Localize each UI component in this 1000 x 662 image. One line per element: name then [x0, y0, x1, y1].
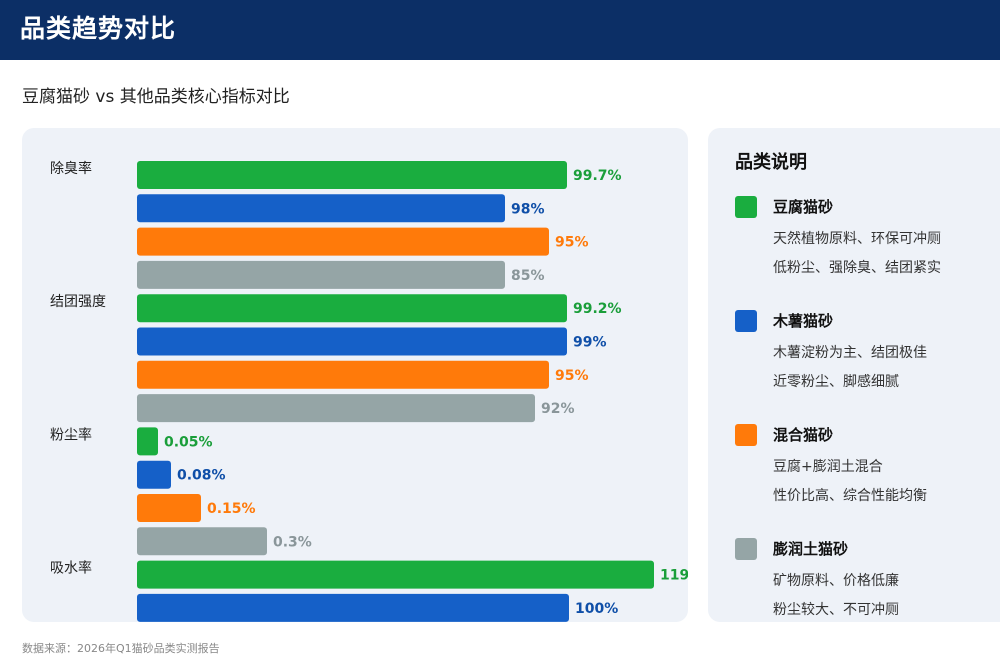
bar	[137, 527, 267, 556]
category-label: 吸水率	[50, 560, 92, 577]
chart-card: 除臭率 99.7% 98% 95% 85% 结团强度 99.2% 99% 95% 92% 粉尘率 0.…	[22, 128, 688, 622]
bar-chart: 除臭率 99.7% 98% 95% 85% 结团强度 99.2% 99% 95% 92% 粉尘率 0.…	[50, 160, 688, 622]
bar	[137, 294, 567, 323]
data-label: 99.7%	[573, 168, 622, 184]
legend-item-desc: 豆腐+膨润土混合	[773, 459, 883, 475]
bar	[137, 260, 505, 289]
data-label: 95%	[555, 235, 589, 251]
legend-item-desc: 粉尘较大、不可冲厕	[773, 602, 899, 618]
bar	[137, 227, 549, 256]
data-source-note: 数据来源：2026年Q1猫砂品类实测报告	[22, 642, 220, 655]
bar	[137, 560, 654, 589]
bar	[137, 427, 158, 456]
legend-title: 品类说明	[735, 152, 807, 173]
bar	[137, 460, 171, 489]
chart-subtitle: 豆腐猫砂 vs 其他品类核心指标对比	[22, 87, 290, 107]
page-title: 品类趋势对比	[20, 14, 177, 43]
legend-item-desc: 天然植物原料、环保可冲厕	[773, 231, 941, 247]
data-label: 119.6%	[660, 568, 688, 584]
header-bar: 品类趋势对比	[0, 0, 1000, 60]
legend-card: 品类说明 豆腐猫砂 天然植物原料、环保可冲厕 低粉尘、强除臭、结团紧实 木薯猫砂…	[708, 128, 1000, 622]
legend-item-name: 木薯猫砂	[773, 312, 834, 330]
data-label: 0.05%	[164, 434, 213, 450]
data-label: 99%	[573, 335, 607, 351]
legend-item-desc: 木薯淀粉为主、结团极佳	[773, 345, 927, 361]
category-label: 结团强度	[50, 294, 106, 310]
data-label: 99.2%	[573, 301, 622, 317]
bar	[137, 360, 549, 389]
legend-swatch	[735, 538, 757, 560]
bar	[137, 327, 567, 356]
data-label: 0.08%	[177, 468, 226, 484]
bar	[137, 194, 505, 223]
legend-item-name: 混合猫砂	[773, 426, 834, 444]
legend-item-desc: 低粉尘、强除臭、结团紧实	[773, 260, 941, 276]
bar	[137, 494, 201, 522]
legend-swatch	[735, 424, 757, 446]
legend-swatch	[735, 310, 757, 332]
legend-item-name: 膨润土猫砂	[773, 540, 849, 558]
bar	[137, 593, 569, 622]
legend-swatch	[735, 196, 757, 218]
category-label: 粉尘率	[50, 426, 92, 443]
legend-item-name: 豆腐猫砂	[773, 198, 834, 216]
legend-item-desc: 性价比高、综合性能均衡	[773, 488, 927, 504]
data-label: 0.15%	[207, 501, 256, 517]
data-label: 85%	[511, 268, 545, 284]
data-label: 100%	[575, 601, 618, 617]
bar	[137, 394, 535, 423]
data-label: 98%	[511, 201, 545, 217]
legend-item-desc: 近零粉尘、脚感细腻	[773, 374, 899, 390]
data-label: 0.3%	[273, 534, 312, 550]
data-label: 95%	[555, 368, 589, 384]
data-label: 92%	[541, 401, 575, 417]
legend-item-desc: 矿物原料、价格低廉	[773, 573, 899, 589]
category-label: 除臭率	[50, 160, 92, 177]
bar	[137, 161, 567, 189]
